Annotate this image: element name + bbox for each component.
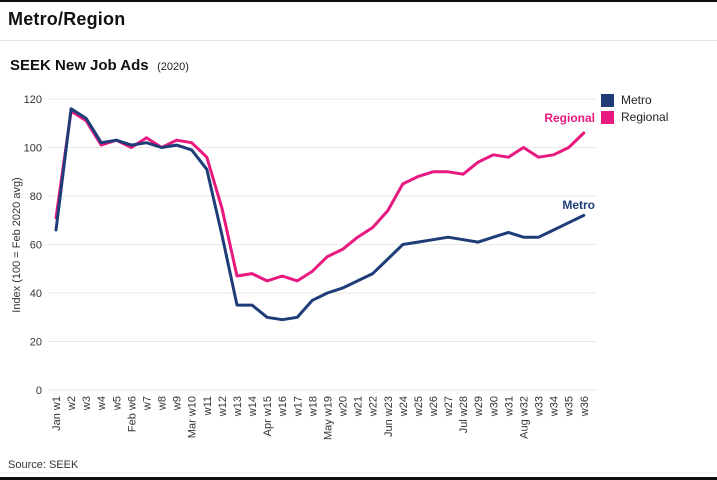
svg-text:w7: w7 bbox=[142, 396, 154, 411]
svg-text:Index (100 = Feb 2020 avg): Index (100 = Feb 2020 avg) bbox=[11, 177, 23, 312]
source-text: Source: SEEK bbox=[8, 459, 79, 471]
chart-title-row: SEEK New Job Ads (2020) bbox=[10, 57, 189, 75]
svg-text:0: 0 bbox=[36, 385, 42, 397]
svg-text:Apr w15: Apr w15 bbox=[262, 396, 274, 436]
svg-text:w2: w2 bbox=[66, 396, 78, 411]
svg-text:40: 40 bbox=[30, 288, 42, 300]
legend-label-regional: Regional bbox=[621, 110, 669, 124]
svg-text:120: 120 bbox=[24, 94, 42, 106]
svg-text:w11: w11 bbox=[202, 396, 214, 416]
svg-text:w17: w17 bbox=[292, 396, 304, 417]
svg-text:Mar w10: Mar w10 bbox=[187, 396, 199, 438]
svg-text:w31: w31 bbox=[503, 396, 515, 417]
svg-text:w29: w29 bbox=[473, 396, 485, 417]
legend-label-metro: Metro bbox=[621, 93, 652, 107]
svg-text:60: 60 bbox=[30, 240, 42, 252]
svg-text:w34: w34 bbox=[549, 396, 561, 417]
svg-text:Jun w23: Jun w23 bbox=[383, 396, 395, 437]
svg-text:w24: w24 bbox=[398, 396, 410, 417]
page-title: Metro/Region bbox=[8, 9, 126, 29]
header-divider bbox=[0, 40, 717, 41]
svg-text:w4: w4 bbox=[96, 396, 108, 411]
svg-text:100: 100 bbox=[24, 143, 42, 155]
svg-text:w3: w3 bbox=[81, 396, 93, 411]
svg-text:w18: w18 bbox=[307, 396, 319, 417]
chart-subtitle: (2020) bbox=[157, 61, 189, 73]
metro-swatch-icon bbox=[601, 93, 614, 107]
svg-text:w14: w14 bbox=[247, 396, 259, 417]
chart-legend: Metro Regional bbox=[601, 93, 668, 124]
svg-text:20: 20 bbox=[30, 337, 42, 349]
footer-divider bbox=[0, 472, 717, 473]
svg-text:Regional: Regional bbox=[544, 111, 595, 125]
svg-text:Metro: Metro bbox=[562, 198, 595, 212]
svg-text:Jan w1: Jan w1 bbox=[51, 396, 63, 431]
svg-text:w9: w9 bbox=[172, 396, 184, 411]
legend-item-regional[interactable]: Regional bbox=[601, 110, 668, 124]
svg-text:w8: w8 bbox=[157, 396, 169, 411]
svg-text:w30: w30 bbox=[488, 396, 500, 417]
svg-text:w13: w13 bbox=[232, 396, 244, 417]
svg-text:w22: w22 bbox=[368, 396, 380, 417]
svg-text:w36: w36 bbox=[579, 396, 591, 417]
svg-text:Feb w6: Feb w6 bbox=[126, 396, 138, 432]
svg-text:w16: w16 bbox=[277, 396, 289, 417]
svg-text:Jul w28: Jul w28 bbox=[458, 396, 470, 433]
legend-item-metro[interactable]: Metro bbox=[601, 93, 668, 107]
svg-text:w21: w21 bbox=[353, 396, 365, 417]
svg-text:May w19: May w19 bbox=[322, 396, 334, 440]
svg-text:80: 80 bbox=[30, 191, 42, 203]
svg-text:w27: w27 bbox=[443, 396, 455, 417]
svg-text:w12: w12 bbox=[217, 396, 229, 417]
svg-text:w33: w33 bbox=[534, 396, 546, 417]
chart-title: SEEK New Job Ads bbox=[10, 57, 149, 74]
svg-text:w35: w35 bbox=[564, 396, 576, 417]
svg-text:w5: w5 bbox=[111, 396, 123, 411]
svg-text:w25: w25 bbox=[413, 396, 425, 417]
regional-swatch-icon bbox=[601, 110, 614, 124]
svg-text:w26: w26 bbox=[428, 396, 440, 417]
svg-text:Aug w32: Aug w32 bbox=[519, 396, 531, 439]
svg-text:w20: w20 bbox=[338, 396, 350, 417]
